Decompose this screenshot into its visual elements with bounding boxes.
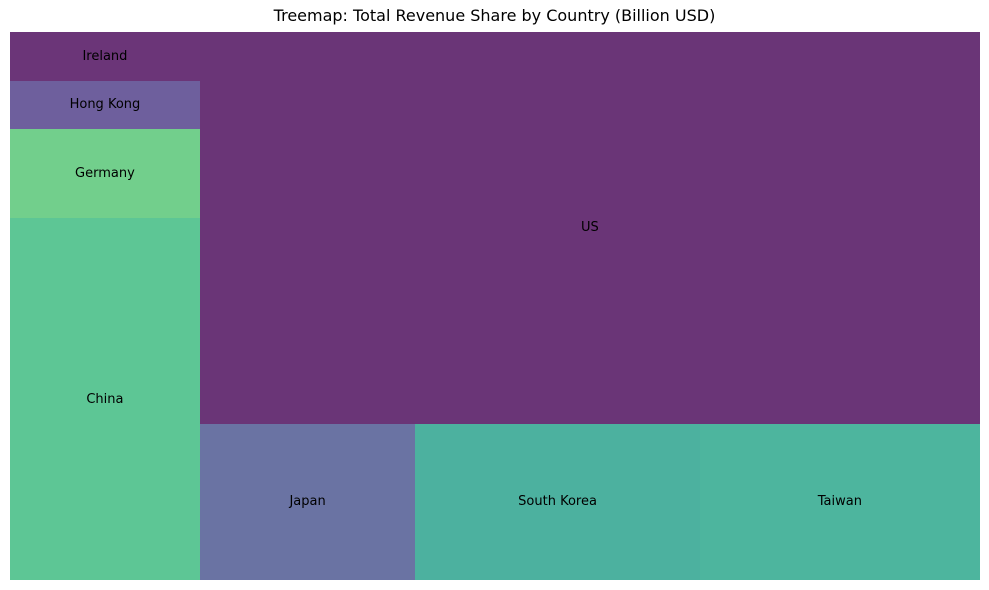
treemap-tile-us: US [199, 32, 980, 424]
treemap-plot-area: Ireland Hong Kong Germany China US Japan South… [10, 32, 980, 580]
chart-title: Treemap: Total Revenue Share by Country … [273, 6, 716, 25]
treemap-tile-label: Germany [75, 166, 135, 182]
treemap-tile-japan: Japan [199, 423, 416, 580]
treemap-tile-ireland: Ireland [10, 32, 200, 81]
treemap-tile-label: Hong Kong [69, 97, 141, 113]
treemap-tile-china: China [10, 218, 200, 580]
treemap-tile-label: Ireland [82, 48, 128, 64]
treemap-tile-label: China [86, 391, 124, 407]
treemap-tile-taiwan: Taiwan [699, 423, 980, 580]
treemap-tile-hong-kong: Hong Kong [10, 80, 200, 129]
treemap-tile-south-korea: South Korea [415, 423, 700, 580]
treemap-tile-label: South Korea [518, 494, 597, 510]
treemap-tile-germany: Germany [10, 129, 200, 219]
treemap-tile-label: Japan [289, 494, 326, 510]
treemap-tile-label: Taiwan [817, 494, 862, 510]
treemap-tile-label: US [581, 220, 599, 236]
